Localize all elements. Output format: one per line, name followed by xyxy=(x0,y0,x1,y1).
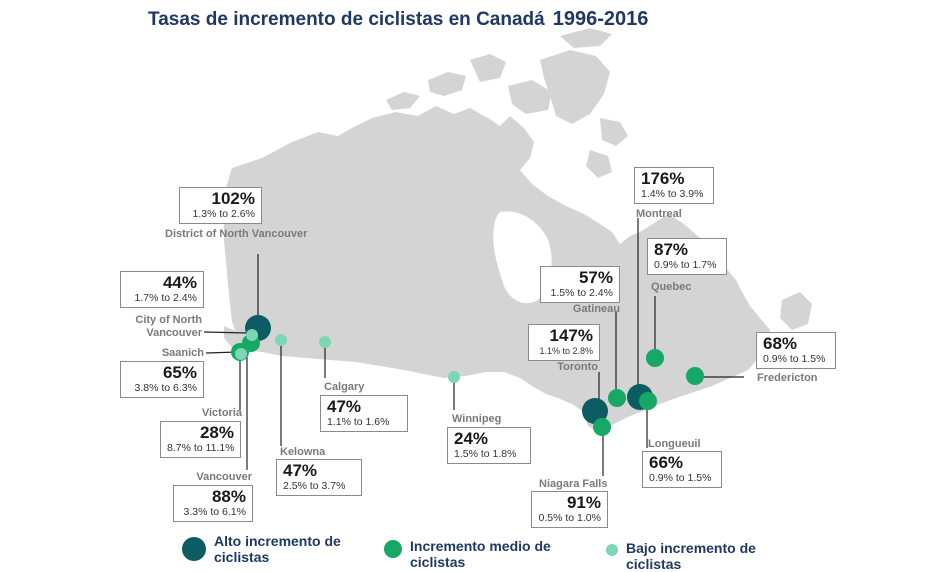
title-text: Tasas de incremento de ciclistas en Cana… xyxy=(148,9,545,30)
stat-pct: 91% xyxy=(566,493,601,512)
stat-box-montreal: 176% 1.4% to 3.9% xyxy=(634,167,714,204)
title-years: 1996-2016 xyxy=(552,8,649,30)
stat-pct: 68% xyxy=(763,334,798,353)
stat-range: 1.7% to 2.4% xyxy=(134,292,197,304)
stat-pct: 147% xyxy=(549,326,593,345)
city-label-victoria: Victoria xyxy=(201,407,242,419)
stat-range: 0.9% to 1.7% xyxy=(654,259,717,271)
legend-label-medio: Incremento medio de ciclistas xyxy=(410,538,551,570)
stat-pct: 47% xyxy=(327,397,362,416)
stat-pct: 88% xyxy=(211,487,246,506)
city-label-vancouver: Vancouver xyxy=(196,471,252,483)
stat-range: 8.7% to 11.1% xyxy=(167,442,235,454)
city-label-calgary: Calgary xyxy=(324,381,365,393)
city-label-city-north-vancouver: City of North Vancouver xyxy=(135,314,202,339)
leader-lines xyxy=(203,218,744,476)
bubble-gatineau xyxy=(608,389,626,407)
stat-box-toronto: 147% 1.1% to 2.8% xyxy=(528,324,600,361)
stat-range: 1.3% to 2.6% xyxy=(192,208,255,220)
stat-pct: 65% xyxy=(162,363,197,382)
bubble-calgary xyxy=(319,336,331,348)
page-title: Tasas de incremento de ciclistas en Cana… xyxy=(148,8,648,31)
stat-box-fredericton: 68% 0.9% to 1.5% xyxy=(756,332,836,369)
city-label-fredericton: Fredericton xyxy=(757,372,818,384)
stat-pct: 102% xyxy=(211,189,255,208)
legend-label-bajo: Bajo incremento de ciclistas xyxy=(626,540,756,572)
stat-range: 1.1% to 1.6% xyxy=(327,416,390,428)
city-label-toronto: Toronto xyxy=(557,361,598,373)
city-label-gatineau: Gatineau xyxy=(572,303,620,315)
legend-item-alto: Alto incremento de ciclistas xyxy=(182,533,364,565)
city-label-winnipeg: Winnipeg xyxy=(452,413,502,425)
stat-range: 0.9% to 1.5% xyxy=(763,353,826,365)
stat-pct: 57% xyxy=(578,268,613,287)
stat-pct: 176% xyxy=(641,169,685,188)
bubble-city-north-vancouver xyxy=(246,329,258,341)
city-label-district-north-vancouver: District of North Vancouver xyxy=(165,228,308,240)
stat-box-longueuil: 66% 0.9% to 1.5% xyxy=(642,451,722,488)
legend-item-medio: Incremento medio de ciclistas xyxy=(384,538,580,570)
stat-pct: 28% xyxy=(199,423,234,442)
stat-range: 0.5% to 1.0% xyxy=(538,512,601,524)
bubble-niagara-falls xyxy=(593,418,611,436)
stat-range: 1.5% to 1.8% xyxy=(454,448,517,460)
stat-range: 3.3% to 6.1% xyxy=(183,506,246,518)
stat-box-victoria: 28% 8.7% to 11.1% xyxy=(160,421,241,458)
legend-dot-medio xyxy=(384,540,402,558)
city-label-kelowna: Kelowna xyxy=(280,446,326,458)
stat-range: 1.4% to 3.9% xyxy=(641,188,704,200)
bubble-winnipeg xyxy=(448,371,460,383)
stat-pct: 24% xyxy=(454,429,489,448)
legend-dot-alto xyxy=(182,537,206,561)
city-label-saanich: Saanich xyxy=(161,347,204,359)
stat-box-vancouver: 88% 3.3% to 6.1% xyxy=(173,485,253,522)
stat-range: 0.9% to 1.5% xyxy=(649,472,712,484)
canada-landmass xyxy=(224,28,812,432)
stat-box-saanich: 65% 3.8% to 6.3% xyxy=(120,361,204,398)
stat-range: 1.1% to 2.8% xyxy=(539,346,593,356)
legend-label-alto: Alto incremento de ciclistas xyxy=(214,533,341,565)
city-label-quebec: Quebec xyxy=(651,281,692,293)
stat-range: 3.8% to 6.3% xyxy=(134,382,197,394)
legend-item-bajo: Bajo incremento de ciclistas xyxy=(606,540,786,572)
stat-pct: 47% xyxy=(283,461,318,480)
bubble-longueuil xyxy=(639,392,657,410)
stat-box-kelowna: 47% 2.5% to 3.7% xyxy=(276,459,362,496)
stat-pct: 44% xyxy=(162,273,197,292)
stat-box-niagara-falls: 91% 0.5% to 1.0% xyxy=(531,491,608,528)
stat-range: 1.5% to 2.4% xyxy=(550,287,613,299)
stat-pct: 87% xyxy=(654,240,689,259)
city-label-niagara-falls: Niagara Falls xyxy=(539,478,608,490)
legend-dot-bajo xyxy=(606,544,618,556)
stat-box-gatineau: 57% 1.5% to 2.4% xyxy=(540,266,620,303)
stat-box-district-north-vancouver: 102% 1.3% to 2.6% xyxy=(179,187,262,224)
stat-box-city-north-vancouver: 44% 1.7% to 2.4% xyxy=(120,271,204,308)
stat-box-quebec: 87% 0.9% to 1.7% xyxy=(647,238,727,275)
bubble-quebec xyxy=(646,349,664,367)
city-label-montreal: Montreal xyxy=(636,208,682,220)
stat-pct: 66% xyxy=(649,453,684,472)
stat-range: 2.5% to 3.7% xyxy=(283,480,346,492)
stat-box-calgary: 47% 1.1% to 1.6% xyxy=(320,395,408,432)
bubble-kelowna xyxy=(275,334,287,346)
stat-box-winnipeg: 24% 1.5% to 1.8% xyxy=(447,427,531,464)
bubble-fredericton xyxy=(686,367,704,385)
bubble-victoria xyxy=(235,348,247,360)
city-label-longueuil: Longueuil xyxy=(648,438,701,450)
